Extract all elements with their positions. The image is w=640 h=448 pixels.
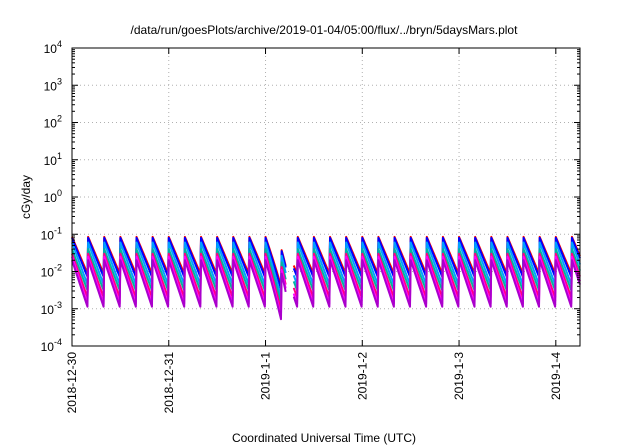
series-line: [71, 241, 581, 298]
series-line: [71, 248, 581, 304]
y-tick-label: 102: [44, 114, 62, 131]
y-axis: 10-4 10-3 10-2 10-1 100 101 102 103 104: [41, 39, 580, 354]
x-tick-label: 2019-1-1: [259, 352, 273, 400]
series-line: [71, 259, 581, 321]
x-tick-label: 2019-1-2: [355, 352, 369, 400]
series-layer: [71, 235, 581, 321]
x-tick-label: 2018-12-30: [65, 352, 79, 414]
chart-title: /data/run/goesPlots/archive/2019-01-04/0…: [131, 23, 519, 37]
grid-lines: [72, 48, 580, 346]
x-axis: 2018-12-30 2018-12-31 2019-1-1 2019-1-2 2019…: [65, 48, 563, 413]
y-tick-label: 100: [44, 188, 62, 205]
series-line: [71, 236, 581, 291]
x-tick-label: 2019-1-4: [549, 352, 563, 400]
y-tick-label: 10-1: [41, 225, 62, 242]
x-tick-label: 2018-12-31: [162, 352, 176, 414]
y-axis-label: cGy/day: [19, 175, 33, 219]
y-tick-label: 10-4: [41, 337, 62, 354]
x-axis-label: Coordinated Universal Time (UTC): [232, 431, 416, 445]
y-tick-label: 101: [44, 151, 62, 168]
series-line: [71, 255, 581, 318]
series-line: [71, 252, 581, 311]
y-tick-label: 104: [44, 39, 62, 56]
x-tick-label: 2019-1-3: [452, 352, 466, 400]
y-tick-label: 10-2: [41, 263, 62, 280]
y-tick-label: 10-3: [41, 300, 62, 317]
y-tick-label: 103: [44, 76, 62, 93]
